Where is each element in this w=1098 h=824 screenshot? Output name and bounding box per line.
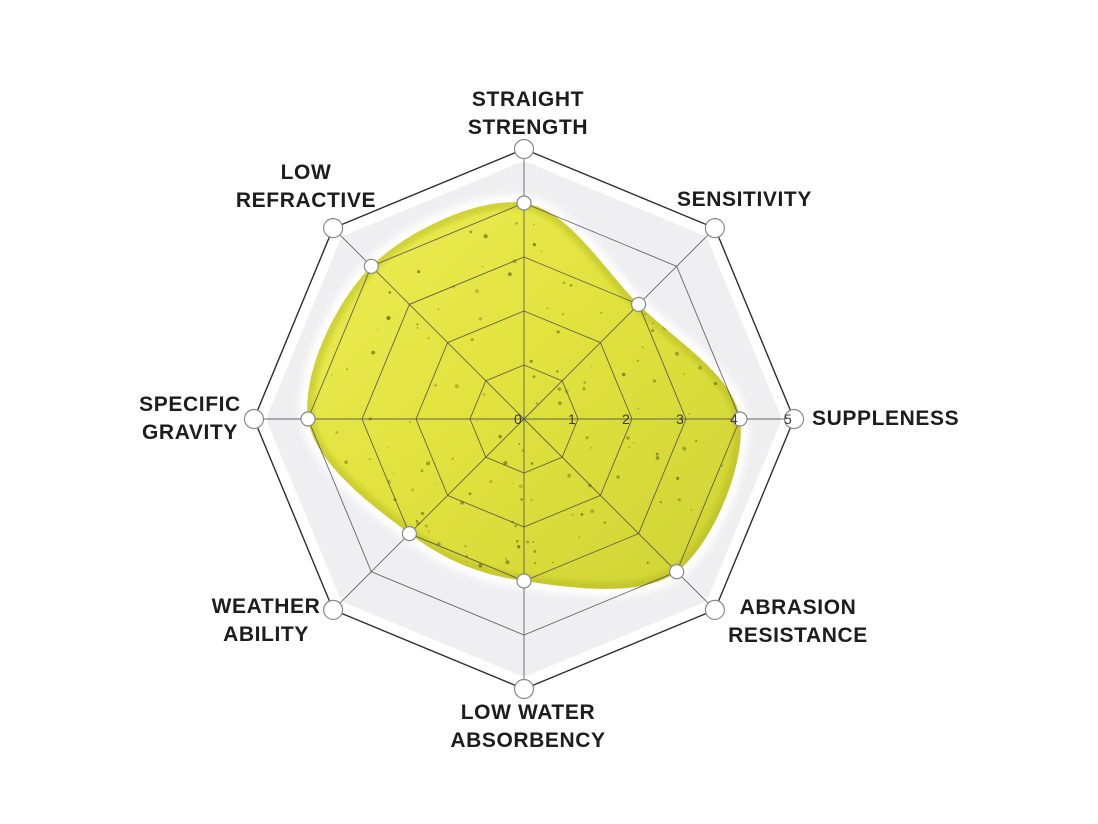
data-point bbox=[630, 296, 647, 312]
axis-label-specific-gravity: SPECIFIC GRAVITY bbox=[139, 393, 241, 444]
grid-spoke bbox=[332, 227, 525, 420]
axis-label-weather-ability: WEATHER ABILITY bbox=[211, 595, 321, 646]
data-point bbox=[516, 573, 532, 589]
grid-spoke bbox=[523, 418, 716, 611]
axis-label-low-refractive: LOW REFRACTIVE bbox=[235, 161, 377, 212]
data-point bbox=[669, 564, 685, 580]
axis-end-point bbox=[323, 599, 344, 621]
axis-label-straight-strength: STRAIGHT STRENGTH bbox=[467, 88, 589, 139]
axis-end-point bbox=[323, 218, 344, 239]
axis-end-point bbox=[513, 138, 535, 160]
series-speckles bbox=[331, 222, 724, 568]
grid-spoke bbox=[332, 418, 525, 611]
axis-end-point bbox=[513, 678, 535, 700]
axis-label-low-water-absorbency: LOW WATER ABSORBENCY bbox=[450, 701, 606, 752]
data-point bbox=[300, 411, 316, 427]
axis-end-point bbox=[704, 599, 726, 621]
data-point bbox=[516, 195, 532, 211]
data-point bbox=[732, 411, 748, 427]
axis-label-sensitivity: SENSITIVITY bbox=[677, 188, 812, 211]
axis-end-point bbox=[704, 218, 726, 239]
axis-end-point bbox=[243, 408, 265, 430]
data-point bbox=[401, 525, 417, 542]
grid-spoke bbox=[523, 227, 716, 420]
data-point bbox=[363, 258, 379, 274]
axis-label-suppleness: SUPPLENESS bbox=[812, 407, 960, 430]
axis-end-point bbox=[783, 408, 805, 430]
axis-label-abrasion-resistance: ABRASION RESISTANCE bbox=[728, 596, 868, 647]
